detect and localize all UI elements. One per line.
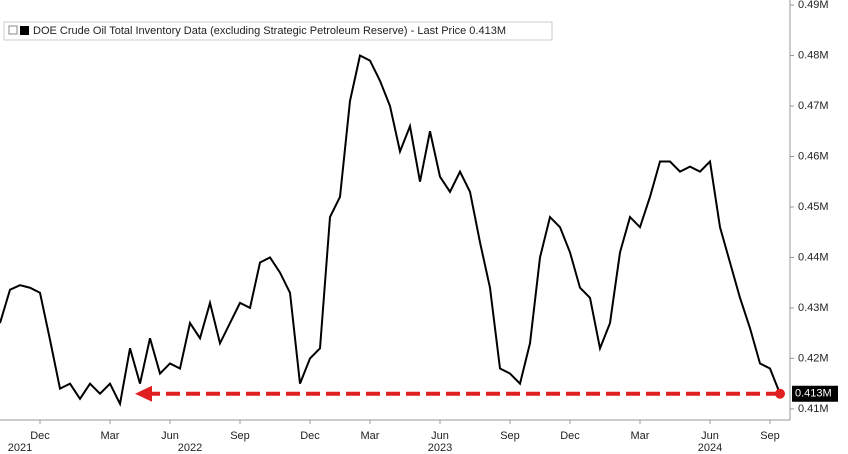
y-tick-label: 0.49M [798,0,829,11]
legend-toggle [8,25,18,35]
x-tick-label: Jun [701,430,719,442]
year-label: 2022 [178,442,202,454]
y-tick-label: 0.48M [798,49,829,61]
y-tick-label: 0.41M [798,403,829,415]
arrow-head [135,385,152,402]
last-price-label: 0.413M [795,388,832,400]
last-price-dot [775,388,785,399]
y-tick-label: 0.47M [798,100,829,112]
year-label: 2021 [8,442,32,454]
y-tick-label: 0.45M [798,201,829,213]
x-tick-label: Dec [560,430,580,442]
year-label: 2024 [698,442,722,454]
x-tick-label: Dec [300,430,320,442]
y-tick-label: 0.44M [798,251,829,263]
x-tick-label: Sep [760,430,780,442]
x-tick-label: Dec [30,430,50,442]
x-tick-label: Jun [431,430,449,442]
series-line [0,54,781,408]
legend-swatch [20,26,29,35]
x-tick-label: Jun [161,430,179,442]
x-tick-label: Mar [631,430,650,442]
last-price-tag [792,385,838,402]
legend-box [3,21,553,41]
y-tick-label: 0.46M [798,150,829,162]
y-tick-label: 0.43M [798,302,829,314]
x-tick-label: Sep [500,430,520,442]
year-label: 2023 [428,442,452,454]
x-tick-label: Mar [361,430,380,442]
x-tick-label: Sep [230,430,250,442]
y-tick-label: 0.42M [798,352,829,364]
x-tick-label: Mar [101,430,120,442]
legend-text: DOE Crude Oil Total Inventory Data (excl… [33,25,506,37]
